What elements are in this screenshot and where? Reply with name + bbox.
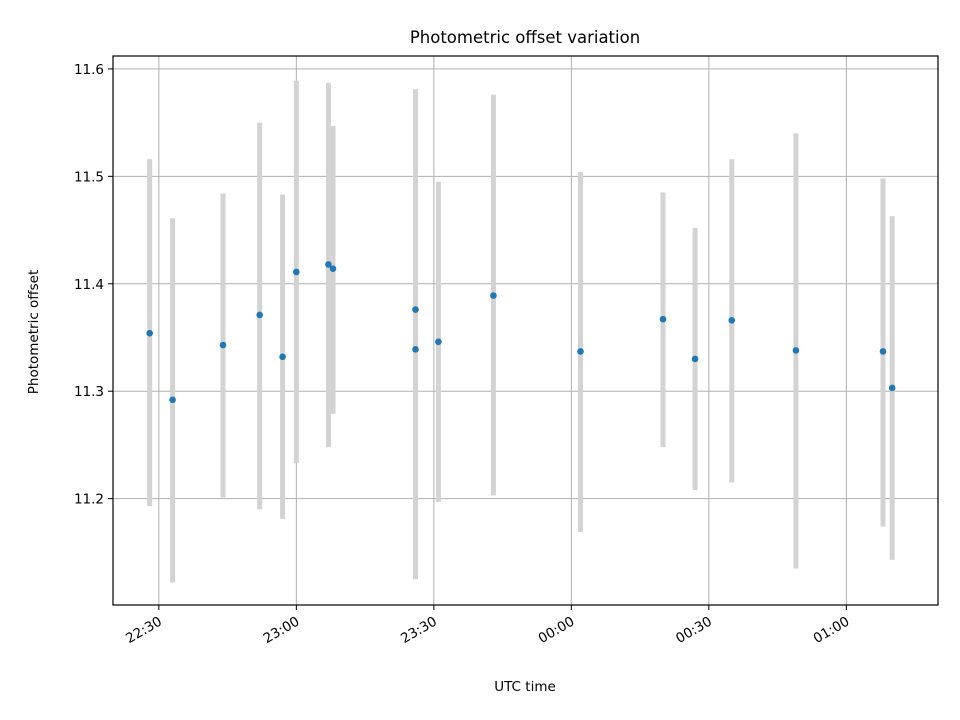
data-point [169,396,176,404]
data-point [659,315,667,323]
y-tick-label: 11.3 [74,384,104,400]
data-point [490,292,497,299]
data-point [435,338,442,346]
x-axis-label: UTC time [494,679,556,695]
y-tick-label: 11.4 [74,277,104,293]
data-point [412,346,419,353]
data-point [329,265,337,273]
y-tick-label: 11.6 [74,62,104,78]
data-point [219,341,227,349]
data-point [256,311,263,319]
data-point [146,329,153,337]
y-tick-label: 11.5 [74,169,104,185]
data-point [879,348,887,355]
data-point [691,355,699,363]
data-point [728,316,736,324]
plot-frame [112,55,939,606]
data-points [146,261,896,404]
data-point [293,268,300,276]
data-point [279,353,286,361]
chart-title: Photometric offset variation [410,28,640,47]
data-point [325,261,332,268]
data-point [577,348,584,355]
data-point [412,306,419,313]
y-tick-label: 11.2 [74,492,104,508]
data-point [888,384,896,392]
data-point [792,347,800,354]
y-axis-label: Photometric offset [26,270,42,394]
